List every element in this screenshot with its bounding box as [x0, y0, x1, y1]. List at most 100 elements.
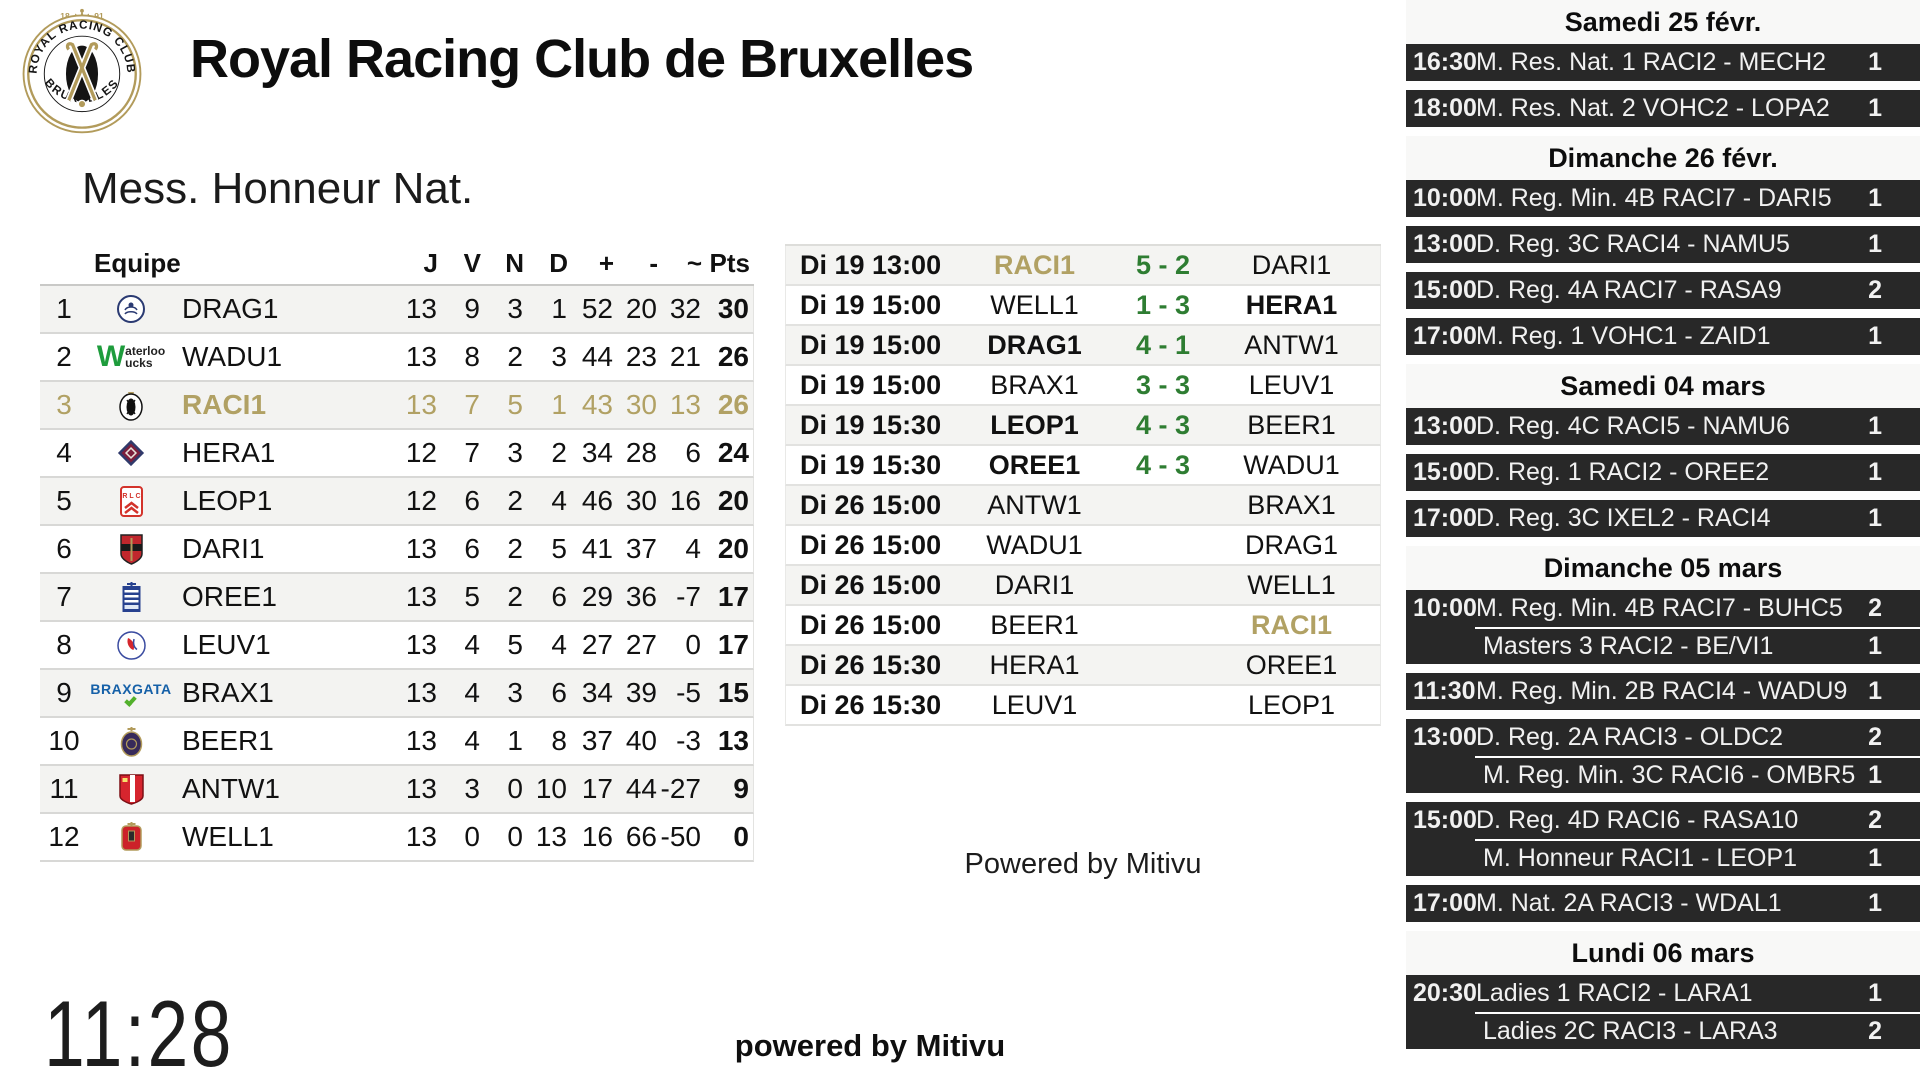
match-label: D. Reg. 3C RACI4 - NAMU5	[1476, 230, 1790, 258]
stat-gf: 34	[581, 437, 613, 468]
rank-cell: 9	[56, 677, 72, 708]
match-label: Ladies 2C RACI3 - LARA3	[1483, 1017, 1778, 1045]
stat-d: 1	[551, 389, 567, 420]
rank-cell: 12	[48, 821, 80, 852]
fixture-row: Di 19 15:30 LEOP1 4 - 3 BEER1	[785, 406, 1381, 446]
stat-pts: 9	[733, 773, 749, 804]
stat-gf: 44	[581, 341, 613, 372]
stat-pts: 0	[733, 821, 749, 852]
league-title: Mess. Honneur Nat.	[82, 164, 474, 213]
team-name: ANTW1	[182, 773, 280, 804]
rank-cell: 8	[56, 629, 72, 660]
team-name: DARI1	[182, 533, 265, 564]
team-name: OREE1	[182, 581, 277, 612]
stat-gf: 16	[581, 821, 613, 852]
schedule-sidebar: Samedi 25 févr. 16:30 M. Res. Nat. 1 RACI2…	[1406, 0, 1920, 1058]
date-header: Lundi 06 mars	[1406, 931, 1920, 975]
stat-d: 1	[551, 293, 567, 324]
stat-n: 0	[507, 773, 523, 804]
table-row: 3 RACI1 13 7 5 1 43 30 13 26	[40, 382, 754, 430]
stat-gf: 27	[581, 629, 613, 660]
team-name: BRAX1	[182, 677, 274, 708]
stat-pts: 13	[717, 725, 749, 756]
stat-d: 5	[551, 533, 567, 564]
stat-gf: 17	[581, 773, 613, 804]
herakles-logo	[88, 437, 174, 469]
racing-logo	[88, 388, 174, 422]
away-team: DRAG1	[1244, 529, 1339, 560]
stat-gf: 37	[581, 725, 613, 756]
away-team: LEOP1	[1247, 689, 1336, 720]
match-row: M. Reg. Min. 3C RACI6 - OMBR5 1	[1475, 756, 1920, 793]
match-row: 15:00 D. Reg. 4D RACI6 - RASA10 2	[1406, 802, 1920, 839]
away-team: BRAX1	[1247, 489, 1336, 520]
column-header: V	[463, 247, 481, 278]
stat-gd: -27	[660, 773, 701, 804]
home-team: ANTW1	[987, 489, 1082, 520]
table-row: 5 R L C LEOP1 12 6 2 4 46 30 16 20	[40, 478, 754, 526]
stat-d: 8	[551, 725, 567, 756]
stat-d: 3	[551, 341, 567, 372]
table-row: 12 WELL1 13 0 0 13 16 66 -50 0	[40, 814, 754, 862]
table-row: 8 LEUV1 13 4 5 4 27 27 0 17	[40, 622, 754, 670]
page-title: Royal Racing Club de Bruxelles	[190, 29, 974, 89]
fixture-row: Di 26 15:30 HERA1 OREE1	[785, 646, 1381, 686]
stat-gf: 41	[581, 533, 613, 564]
fixture-datetime: Di 26 15:00	[800, 609, 942, 640]
ball-icon	[77, 99, 87, 109]
match-score: 1 - 3	[1135, 289, 1191, 320]
team-name: LEOP1	[182, 485, 273, 516]
stat-j: 13	[405, 821, 437, 852]
date-header: Samedi 04 mars	[1406, 364, 1920, 408]
stat-gd: 0	[685, 629, 701, 660]
fixture-datetime: Di 19 15:30	[800, 449, 942, 480]
svg-text:R L C: R L C	[122, 493, 140, 500]
match-block: 17:00 D. Reg. 3C IXEL2 - RACI4 1	[1406, 500, 1920, 537]
match-label: Masters 3 RACI2 - BE/VI1	[1483, 632, 1774, 660]
logo-year-left: 18	[60, 11, 70, 21]
match-block: 18:00 M. Res. Nat. 2 VOHC2 - LOPA2 1	[1406, 90, 1920, 127]
column-header: N	[505, 247, 524, 278]
match-count: 1	[1868, 412, 1882, 440]
match-score: 4 - 3	[1135, 449, 1191, 480]
match-block: 16:30 M. Res. Nat. 1 RACI2 - MECH2 1	[1406, 44, 1920, 81]
fixture-row: Di 19 15:00 DRAG1 4 - 1 ANTW1	[785, 326, 1381, 366]
match-count: 1	[1868, 761, 1882, 789]
match-block: 10:00 M. Reg. Min. 4B RACI7 - BUHC5 2 Maste…	[1406, 590, 1920, 664]
stat-gf: 43	[581, 389, 613, 420]
stat-ga: 40	[625, 725, 657, 756]
rank-cell: 11	[49, 773, 79, 804]
stat-n: 3	[507, 293, 523, 324]
match-count: 1	[1868, 677, 1882, 705]
fixture-row: Di 26 15:00 BEER1 RACI1	[785, 606, 1381, 646]
match-row: 17:00 M. Reg. 1 VOHC1 - ZAID1 1	[1406, 318, 1920, 355]
stat-j: 13	[405, 773, 437, 804]
stat-pts: 26	[717, 341, 749, 372]
stat-j: 13	[405, 293, 437, 324]
fixture-row: Di 19 15:00 BRAX1 3 - 3 LEUV1	[785, 366, 1381, 406]
oree-logo	[88, 581, 174, 614]
home-team: HERA1	[989, 649, 1080, 680]
match-count: 2	[1868, 723, 1882, 751]
match-block: 10:00 M. Reg. Min. 4B RACI7 - DARI5 1	[1406, 180, 1920, 217]
match-time: 16:30	[1413, 48, 1477, 76]
stat-n: 2	[507, 341, 523, 372]
match-time: 13:00	[1413, 412, 1477, 440]
table-row: 6 DARI1 13 6 2 5 41 37 4 20	[40, 526, 754, 574]
match-label: D. Reg. 3C IXEL2 - RACI4	[1476, 504, 1771, 532]
stat-ga: 36	[625, 581, 657, 612]
stat-d: 13	[535, 821, 567, 852]
stat-j: 12	[405, 437, 437, 468]
stat-v: 6	[464, 533, 480, 564]
table-row: 1 DRAG1 13 9 3 1 52 20 32 30	[40, 286, 754, 334]
fixture-row: Di 26 15:30 LEUV1 LEOP1	[785, 686, 1381, 726]
stat-gf: 34	[581, 677, 613, 708]
stat-gd: -7	[676, 581, 701, 612]
stat-n: 5	[507, 629, 523, 660]
away-team: DARI1	[1251, 249, 1332, 280]
match-row: 15:00 D. Reg. 1 RACI2 - OREE2 1	[1406, 454, 1920, 491]
column-header: D	[549, 247, 568, 278]
column-header: ~	[686, 247, 702, 278]
stat-ga: 28	[625, 437, 657, 468]
